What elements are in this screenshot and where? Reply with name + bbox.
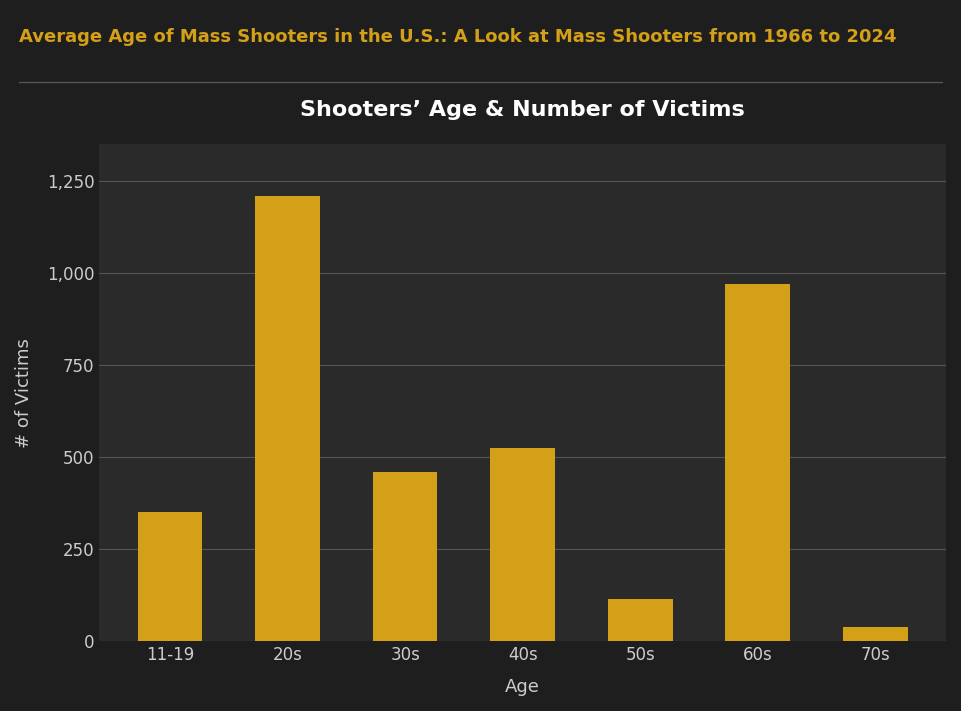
Bar xyxy=(843,626,907,641)
Text: Average Age of Mass Shooters in the U.S.: A Look at Mass Shooters from 1966 to 2: Average Age of Mass Shooters in the U.S.… xyxy=(19,28,897,46)
X-axis label: Age: Age xyxy=(505,678,540,696)
Title: Shooters’ Age & Number of Victims: Shooters’ Age & Number of Victims xyxy=(301,100,745,120)
Bar xyxy=(490,448,555,641)
Bar xyxy=(608,599,673,641)
Bar xyxy=(373,472,437,641)
Bar xyxy=(256,196,320,641)
Bar xyxy=(726,284,790,641)
Y-axis label: # of Victims: # of Victims xyxy=(15,338,33,448)
Bar xyxy=(137,513,203,641)
